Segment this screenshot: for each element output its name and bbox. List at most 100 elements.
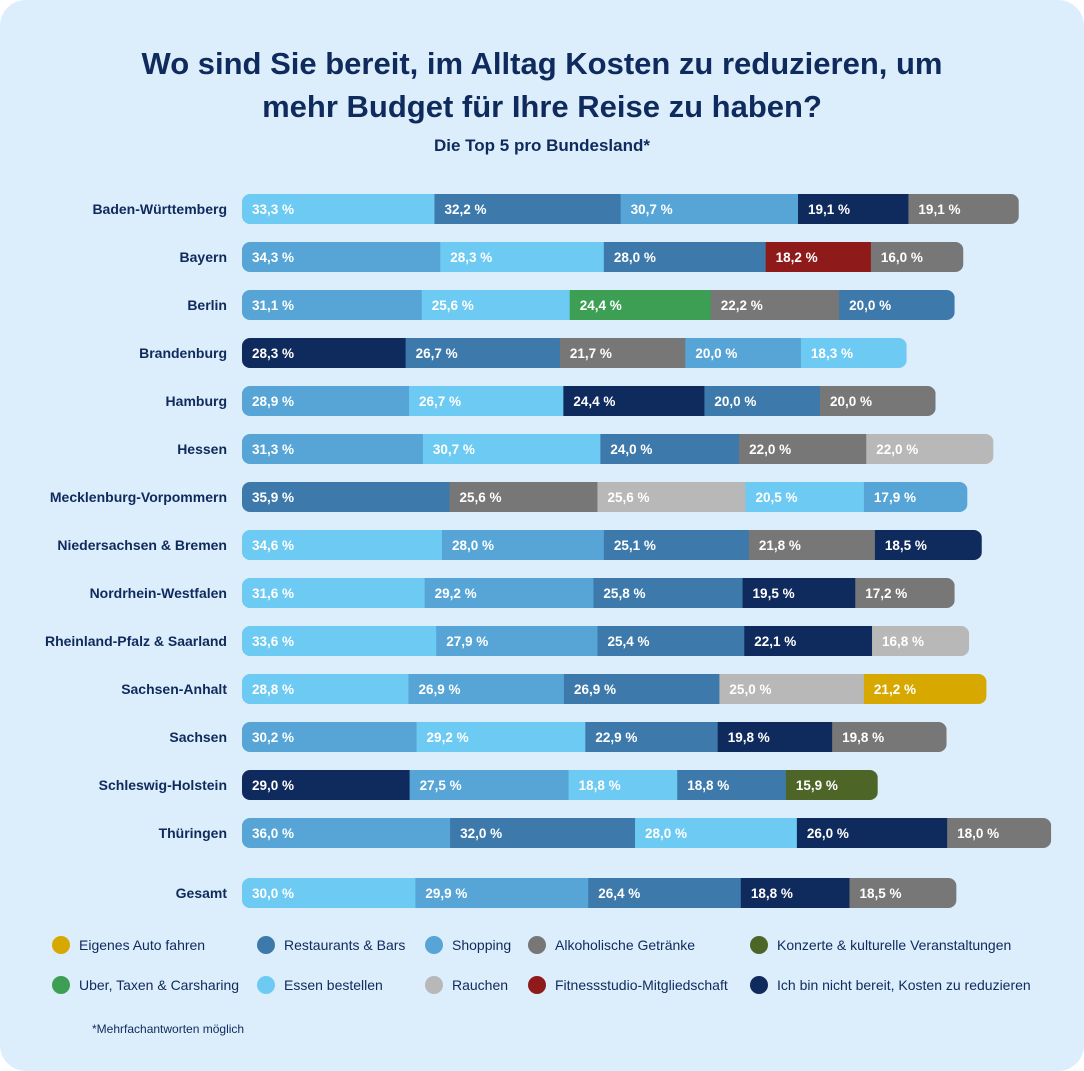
bar-row-rheinland-pfalz-und-saarland: [242, 626, 970, 656]
row-label-niedersachsen-und-bremen: Niedersachsen & Bremen: [57, 537, 227, 553]
data-label-sachsen-alkohol: 19,8 %: [842, 730, 884, 745]
data-label-gesamt-shopping: 29,9 %: [425, 886, 467, 901]
data-label-schleswig-holstein-konzerte: 15,9 %: [796, 778, 838, 793]
bar-segment-brandenburg-shopping: [685, 338, 802, 368]
data-label-niedersachsen-und-bremen-nicht: 18,5 %: [885, 538, 927, 553]
legend: Eigenes Auto fahren Restaurants & Bars Sho…: [52, 936, 1062, 1016]
data-label-niedersachsen-und-bremen-restaurants: 25,1 %: [614, 538, 656, 553]
data-label-mecklenburg-vorpommern-rauchen: 25,6 %: [607, 490, 649, 505]
data-label-sachsen-anhalt-essen: 28,8 %: [252, 682, 294, 697]
data-label-schleswig-holstein-nicht: 29,0 %: [252, 778, 294, 793]
data-label-mecklenburg-vorpommern-essen: 20,5 %: [755, 490, 797, 505]
bar-segment-bayern-essen: [440, 242, 605, 272]
row-label-rheinland-pfalz-und-saarland: Rheinland-Pfalz & Saarland: [45, 633, 227, 649]
bar-segment-sachsen-nicht: [717, 722, 833, 752]
bar-segment-brandenburg-restaurants: [405, 338, 561, 368]
data-label-bayern-fitness: 18,2 %: [776, 250, 818, 265]
data-label-thueringen-shopping: 36,0 %: [252, 826, 294, 841]
data-label-mecklenburg-vorpommern-shopping: 17,9 %: [874, 490, 916, 505]
bar-row-baden-wuerttemberg: [242, 194, 1019, 224]
bar-segment-mecklenburg-vorpommern-alkohol: [449, 482, 598, 512]
data-label-sachsen-shopping: 30,2 %: [252, 730, 294, 745]
bar-segment-hessen-essen: [422, 434, 601, 464]
data-label-nordrhein-westfalen-restaurants: 25,8 %: [603, 586, 645, 601]
data-label-berlin-uber: 24,4 %: [580, 298, 622, 313]
data-label-hamburg-essen: 26,7 %: [419, 394, 461, 409]
data-label-bayern-restaurants: 28,0 %: [614, 250, 656, 265]
data-label-gesamt-restaurants: 26,4 %: [598, 886, 640, 901]
bar-segment-baden-wuerttemberg-nicht: [798, 194, 909, 224]
row-label-gesamt: Gesamt: [176, 885, 228, 901]
bar-segment-bayern-restaurants: [603, 242, 767, 272]
legend-item-konzerte: Konzerte & kulturelle Veranstaltungen: [750, 936, 1011, 954]
data-label-brandenburg-restaurants: 26,7 %: [416, 346, 458, 361]
data-label-baden-wuerttemberg-alkohol: 19,1 %: [918, 202, 960, 217]
row-label-hamburg: Hamburg: [166, 393, 227, 409]
bar-segment-sachsen-anhalt-shopping: [408, 674, 565, 704]
bar-segment-rheinland-pfalz-und-saarland-shopping: [436, 626, 598, 656]
bar-segment-sachsen-anhalt-rauchen: [719, 674, 865, 704]
bar-segment-hessen-restaurants: [600, 434, 740, 464]
row-label-mecklenburg-vorpommern: Mecklenburg-Vorpommern: [50, 489, 227, 505]
legend-item-restaurants: Restaurants & Bars: [257, 936, 405, 954]
legend-item-alkohol: Alkoholische Getränke: [528, 936, 695, 954]
legend-item-essen: Essen bestellen: [257, 976, 383, 994]
data-label-rheinland-pfalz-und-saarland-restaurants: 25,4 %: [607, 634, 649, 649]
legend-swatch-uber: [52, 976, 70, 994]
row-label-schleswig-holstein: Schleswig-Holstein: [99, 777, 227, 793]
data-label-rheinland-pfalz-und-saarland-shopping: 27,9 %: [446, 634, 488, 649]
legend-label-rauchen: Rauchen: [452, 977, 509, 993]
bar-row-thueringen: [242, 818, 1052, 848]
bar-segment-thueringen-nicht: [796, 818, 948, 848]
data-label-berlin-alkohol: 22,2 %: [721, 298, 763, 313]
data-label-thueringen-restaurants: 32,0 %: [460, 826, 502, 841]
data-label-bayern-essen: 28,3 %: [450, 250, 492, 265]
bar-row-berlin: [242, 290, 955, 320]
bar-row-schleswig-holstein: [242, 770, 878, 800]
bar-segment-niedersachsen-und-bremen-alkohol: [748, 530, 876, 560]
bar-segment-gesamt-restaurants: [588, 878, 742, 908]
data-label-hessen-essen: 30,7 %: [433, 442, 475, 457]
data-label-rheinland-pfalz-und-saarland-essen: 33,6 %: [252, 634, 294, 649]
legend-item-rauchen: Rauchen: [425, 976, 508, 994]
bar-segment-baden-wuerttemberg-restaurants: [434, 194, 622, 224]
bar-segment-schleswig-holstein-shopping: [409, 770, 570, 800]
bar-segment-gesamt-essen: [242, 878, 416, 908]
bar-segment-sachsen-restaurants: [585, 722, 719, 752]
legend-swatch-restaurants: [257, 936, 275, 954]
legend-swatch-auto: [52, 936, 70, 954]
bar-segment-gesamt-shopping: [415, 878, 589, 908]
data-label-thueringen-alkohol: 18,0 %: [957, 826, 999, 841]
data-label-brandenburg-essen: 18,3 %: [811, 346, 853, 361]
data-label-nordrhein-westfalen-essen: 31,6 %: [252, 586, 294, 601]
row-label-sachsen-anhalt: Sachsen-Anhalt: [121, 681, 227, 697]
title-line-1: Wo sind Sie bereit, im Alltag Kosten zu …: [141, 46, 943, 81]
bar-segment-rheinland-pfalz-und-saarland-nicht: [744, 626, 873, 656]
data-label-bayern-shopping: 34,3 %: [252, 250, 294, 265]
bar-segment-mecklenburg-vorpommern-essen: [745, 482, 865, 512]
bar-segment-berlin-alkohol: [710, 290, 840, 320]
bar-segment-bayern-shopping: [242, 242, 441, 272]
bar-segment-bayern-fitness: [765, 242, 872, 272]
bar-row-sachsen: [242, 722, 947, 752]
data-label-baden-wuerttemberg-essen: 33,3 %: [252, 202, 294, 217]
data-label-hamburg-nicht: 24,4 %: [573, 394, 615, 409]
data-label-rheinland-pfalz-und-saarland-nicht: 22,1 %: [754, 634, 796, 649]
data-label-mecklenburg-vorpommern-alkohol: 25,6 %: [460, 490, 502, 505]
data-label-hessen-shopping: 31,3 %: [252, 442, 294, 457]
data-label-nordrhein-westfalen-shopping: 29,2 %: [435, 586, 477, 601]
row-label-sachsen: Sachsen: [169, 729, 227, 745]
bar-segment-rheinland-pfalz-und-saarland-rauchen: [872, 626, 970, 656]
legend-label-nicht: Ich bin nicht bereit, Kosten zu reduzier…: [777, 977, 1031, 993]
bar-segment-berlin-restaurants: [839, 290, 955, 320]
data-label-schleswig-holstein-restaurants: 18,8 %: [687, 778, 729, 793]
data-label-sachsen-anhalt-restaurants: 26,9 %: [574, 682, 616, 697]
bar-segment-niedersachsen-und-bremen-essen: [242, 530, 443, 560]
bar-segment-niedersachsen-und-bremen-shopping: [441, 530, 605, 560]
data-label-sachsen-anhalt-rauchen: 25,0 %: [729, 682, 771, 697]
data-label-berlin-restaurants: 20,0 %: [849, 298, 891, 313]
row-label-hessen: Hessen: [177, 441, 227, 457]
data-label-baden-wuerttemberg-restaurants: 32,2 %: [444, 202, 486, 217]
bar-segment-sachsen-anhalt-restaurants: [563, 674, 720, 704]
bar-segment-sachsen-essen: [416, 722, 586, 752]
